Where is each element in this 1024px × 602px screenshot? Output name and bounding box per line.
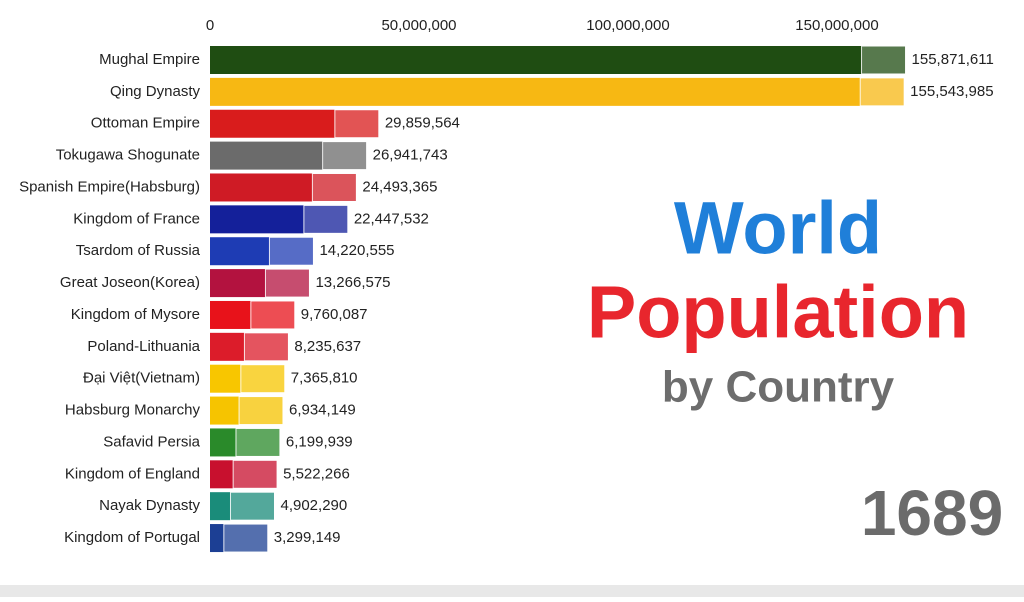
category-label: Tsardom of Russia xyxy=(76,242,201,259)
value-label: 6,199,939 xyxy=(286,433,353,450)
category-label: Mughal Empire xyxy=(99,51,200,68)
flag xyxy=(861,45,907,75)
category-label: Kingdom of Portugal xyxy=(64,529,200,546)
category-label: Nayak Dynasty xyxy=(99,497,200,514)
flag xyxy=(303,204,349,234)
flag xyxy=(322,141,368,171)
title-line2: Population xyxy=(587,271,969,354)
category-label: Great Joseon(Korea) xyxy=(60,274,200,291)
flag xyxy=(232,459,278,489)
value-label: 29,859,564 xyxy=(385,115,460,132)
value-label: 22,447,532 xyxy=(354,210,429,227)
year: 1689 xyxy=(861,477,1003,549)
bar xyxy=(210,205,304,234)
category-label: Kingdom of France xyxy=(73,210,200,227)
bar xyxy=(210,237,270,266)
bottom-band xyxy=(0,585,1024,597)
value-label: 155,543,985 xyxy=(910,83,993,100)
category-label: Qing Dynasty xyxy=(110,83,201,100)
flag xyxy=(859,77,905,107)
category-label: Ottoman Empire xyxy=(91,115,200,132)
flag xyxy=(238,396,284,426)
bar xyxy=(210,524,224,553)
bar xyxy=(210,173,313,202)
bar xyxy=(210,141,323,170)
value-label: 14,220,555 xyxy=(319,242,394,259)
value-label: 7,365,810 xyxy=(291,370,358,387)
bar xyxy=(210,332,245,361)
value-label: 3,299,149 xyxy=(274,529,341,546)
value-label: 8,235,637 xyxy=(294,338,361,355)
x-tick-label: 100,000,000 xyxy=(586,17,669,34)
flag xyxy=(235,427,281,457)
bar xyxy=(210,300,251,329)
flag xyxy=(334,109,380,139)
category-label: Spanish Empire(Habsburg) xyxy=(19,178,200,195)
category-label: Safavid Persia xyxy=(103,433,200,450)
category-label: Đại Việt(Vietnam) xyxy=(83,370,200,387)
flag xyxy=(268,236,314,266)
value-label: 13,266,575 xyxy=(315,274,390,291)
value-label: 26,941,743 xyxy=(373,147,448,164)
value-label: 9,760,087 xyxy=(301,306,368,323)
bar xyxy=(210,396,239,425)
value-label: 6,934,149 xyxy=(289,402,356,419)
x-tick-label: 50,000,000 xyxy=(381,17,456,34)
bar xyxy=(210,77,861,106)
category-label: Tokugawa Shogunate xyxy=(56,147,200,164)
x-tick-label: 150,000,000 xyxy=(795,17,878,34)
value-label: 5,522,266 xyxy=(283,465,350,482)
value-label: 24,493,365 xyxy=(362,178,437,195)
flag xyxy=(311,172,357,202)
bar xyxy=(210,269,266,298)
bar xyxy=(210,364,241,393)
category-label: Poland-Lithuania xyxy=(87,338,200,355)
category-label: Kingdom of Mysore xyxy=(71,306,200,323)
value-label: 4,902,290 xyxy=(280,497,347,514)
title-line1: World xyxy=(674,187,882,270)
x-tick-label: 0 xyxy=(206,17,214,34)
value-label: 155,871,611 xyxy=(912,51,994,68)
category-label: Kingdom of England xyxy=(65,465,200,482)
bar xyxy=(210,428,236,457)
flag xyxy=(243,332,289,362)
flag xyxy=(223,523,269,553)
bar xyxy=(210,492,231,521)
flag xyxy=(250,300,296,330)
flag xyxy=(240,364,286,394)
flag xyxy=(264,268,310,298)
bar xyxy=(210,46,862,74)
bar xyxy=(210,109,335,138)
category-label: Habsburg Monarchy xyxy=(65,402,201,419)
bar xyxy=(210,460,234,489)
title-line3: by Country xyxy=(662,363,895,412)
flag xyxy=(229,491,275,521)
